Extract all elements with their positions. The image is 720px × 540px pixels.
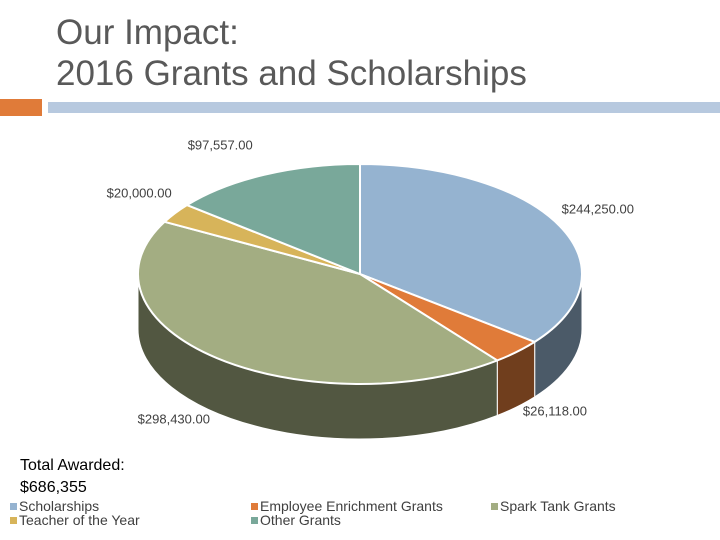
accent-square bbox=[0, 99, 42, 116]
legend-label: Teacher of the Year bbox=[19, 512, 140, 528]
total-label: Total Awarded: bbox=[20, 457, 125, 474]
data-label-2: $298,430.00 bbox=[138, 412, 210, 427]
legend-label: Scholarships bbox=[19, 498, 100, 514]
total-awarded: Total Awarded: $686,355 bbox=[20, 455, 125, 499]
pie-tops bbox=[137, 163, 583, 385]
slice-spark-tank-grants bbox=[137, 220, 499, 385]
data-label-0: $244,250.00 bbox=[562, 202, 634, 217]
slice-scholarships bbox=[359, 163, 583, 343]
legend-swatch bbox=[251, 503, 258, 510]
legend-item-teacher-of-the-year: Teacher of the Year bbox=[10, 513, 140, 527]
title-line-1: Our Impact: bbox=[56, 13, 239, 52]
legend-label: Spark Tank Grants bbox=[500, 498, 616, 514]
data-label-3: $20,000.00 bbox=[107, 186, 172, 201]
data-label-1: $26,118.00 bbox=[523, 404, 587, 419]
legend-swatch bbox=[10, 503, 17, 510]
data-label-4: $97,557.00 bbox=[188, 138, 253, 153]
title-line-2: 2016 Grants and Scholarships bbox=[56, 54, 527, 93]
slice-other-grants bbox=[186, 163, 361, 275]
legend-swatch bbox=[251, 517, 258, 524]
legend-swatch bbox=[10, 517, 17, 524]
legend-swatch bbox=[491, 503, 498, 510]
accent-bar bbox=[48, 102, 720, 113]
data-labels: $244,250.00 $26,118.00 $298,430.00 $20,000.… bbox=[107, 138, 634, 427]
legend-item-other-grants: Other Grants bbox=[251, 513, 341, 527]
legend-label: Other Grants bbox=[260, 512, 341, 528]
total-amount: $686,355 bbox=[20, 479, 87, 496]
legend-item-employee-enrichment-grants: Employee Enrichment Grants bbox=[251, 499, 443, 513]
legend-label: Employee Enrichment Grants bbox=[260, 498, 443, 514]
pie-sides bbox=[137, 273, 583, 440]
legend-item-scholarships: Scholarships bbox=[10, 499, 99, 513]
slide-title: Our Impact: 2016 Grants and Scholarships bbox=[56, 12, 527, 94]
legend-item-spark-tank-grants: Spark Tank Grants bbox=[491, 499, 616, 513]
